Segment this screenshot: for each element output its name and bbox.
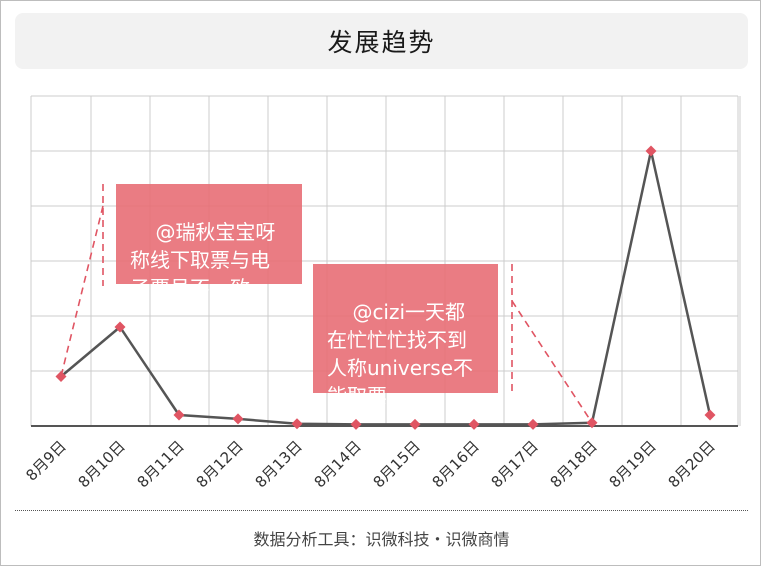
annotation-2-text: @cizi一天都在忙忙忙找不到人称universe不能取票 [327, 300, 473, 408]
title-bar: 发展趋势 [15, 13, 748, 69]
data-point [468, 418, 480, 430]
x-tick-label: 8月14日 [311, 437, 365, 491]
data-point [55, 371, 67, 382]
annotation-2-pointer [511, 300, 593, 424]
x-tick-label: 8月18日 [547, 437, 601, 491]
x-axis-labels: 8月9日 8月10日 8月11日 8月12日 8月13日 8月14日 8月15日 8月16日 8… [22, 437, 718, 491]
annotation-1-text: @瑞秋宝宝呀 称线下取票与电子票号不一致 [130, 220, 282, 300]
x-tick-label: 8月11日 [134, 437, 188, 491]
data-point [527, 418, 539, 430]
annotation-leaders [60, 184, 593, 424]
data-point [291, 418, 303, 430]
footer-credit: 数据分析工具：识微科技・识微商情 [253, 530, 510, 549]
data-point [645, 145, 657, 157]
x-tick-label: 8月20日 [665, 437, 719, 491]
annotation-1: @瑞秋宝宝呀 称线下取票与电子票号不一致 [116, 184, 302, 300]
x-tick-label: 8月10日 [75, 437, 129, 491]
data-point [704, 409, 716, 421]
chart-title: 发展趋势 [327, 28, 436, 57]
data-point [173, 409, 185, 421]
x-tick-label: 8月13日 [252, 437, 306, 491]
footer-divider [15, 510, 748, 511]
annotation-2: @cizi一天都在忙忙忙找不到人称universe不能取票 [313, 264, 498, 408]
annotation-1-pointer [60, 205, 104, 377]
data-point [586, 417, 598, 429]
x-tick-label: 8月17日 [488, 437, 542, 491]
line-chart: 8月9日 8月10日 8月11日 8月12日 8月13日 8月14日 8月15日 8月16日 8… [22, 95, 741, 491]
data-point [409, 418, 421, 430]
data-point [114, 321, 126, 333]
data-point [232, 413, 244, 425]
series-line [60, 149, 712, 426]
x-tick-label: 8月9日 [22, 437, 69, 484]
x-tick-label: 8月16日 [429, 437, 483, 491]
x-tick-label: 8月15日 [370, 437, 424, 491]
data-point [350, 418, 362, 430]
x-tick-label: 8月12日 [193, 437, 247, 491]
x-tick-label: 8月19日 [606, 437, 660, 491]
series [55, 145, 716, 430]
